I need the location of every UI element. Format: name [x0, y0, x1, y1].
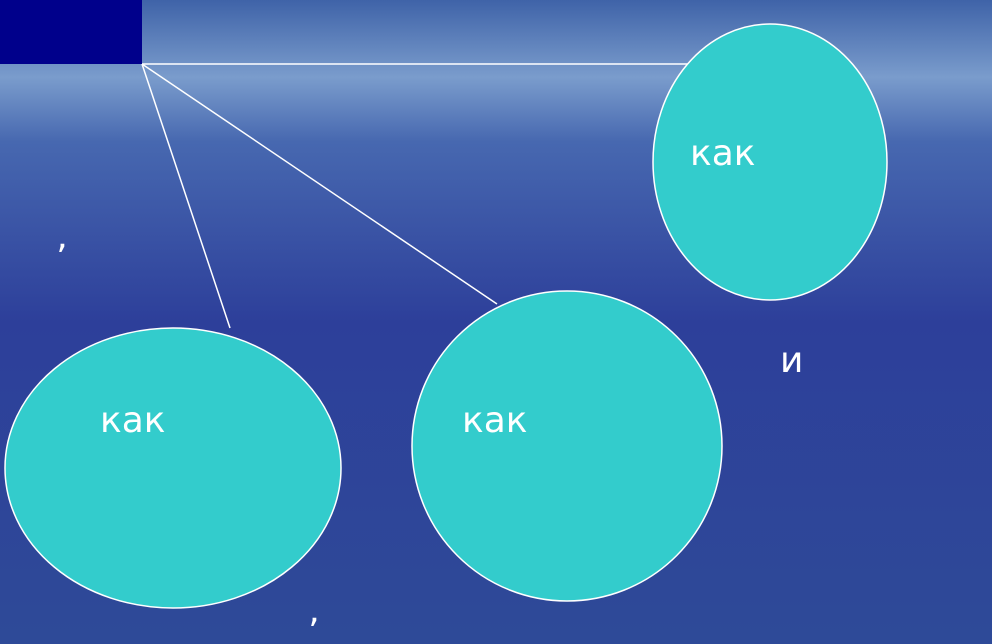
diagram: как как как ’ и ’: [0, 0, 992, 644]
node-label: как: [690, 133, 756, 174]
node-label: как: [462, 400, 528, 441]
page: как как как ’ и ’ (() => { const data = …: [0, 0, 992, 644]
corner-block: [0, 0, 142, 64]
node-ellipse: [5, 328, 341, 608]
node-ellipse: [653, 24, 887, 300]
node-label: как: [100, 400, 166, 441]
text: и: [780, 340, 803, 381]
text: ’: [308, 612, 319, 644]
text: ’: [56, 238, 67, 279]
node-ellipse: [412, 291, 722, 601]
